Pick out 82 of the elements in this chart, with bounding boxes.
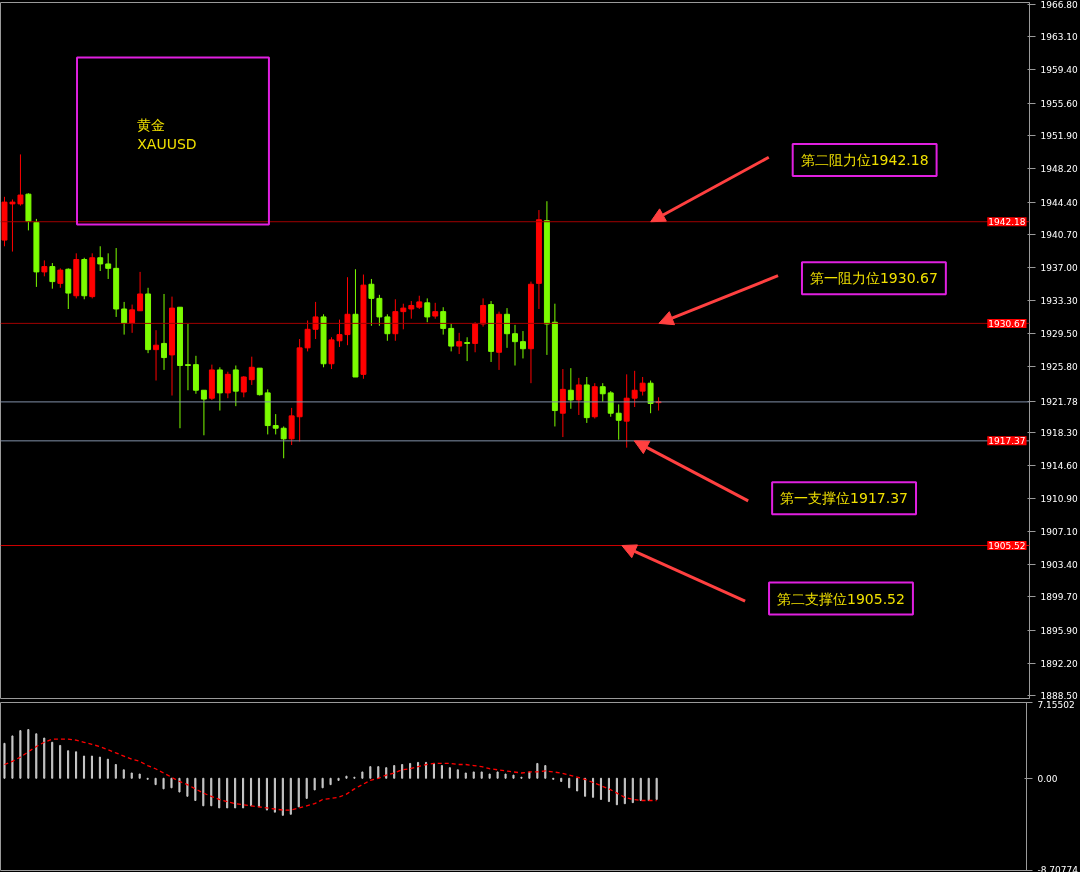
ref-line-label: 1905.52: [988, 541, 1026, 552]
ref-line-label: 1917.37: [988, 436, 1026, 447]
candlestick: [440, 306, 447, 336]
candlestick: [631, 370, 638, 408]
candlestick: [105, 252, 112, 280]
candlestick: [623, 373, 630, 449]
y-tick-label: 1966.80: [1040, 0, 1078, 10]
candlestick: [567, 367, 574, 410]
y-tick-label: 1940.70: [1040, 230, 1078, 241]
candlestick: [153, 329, 160, 382]
y-tick-label: 1899.70: [1040, 592, 1078, 603]
annotation: 第二阻力位1942.18: [800, 151, 929, 168]
candlestick: [224, 371, 231, 399]
candlestick: [647, 380, 654, 414]
candlestick: [480, 297, 487, 328]
candlestick: [376, 294, 383, 327]
candlestick: [248, 356, 255, 386]
candlestick: [368, 278, 375, 327]
candlestick: [520, 330, 526, 359]
candlestick: [575, 377, 582, 416]
candlestick: [57, 267, 64, 289]
y-tick-label: 1925.80: [1040, 361, 1078, 372]
candlestick: [464, 336, 471, 362]
ref-line-label: 1942.18: [988, 217, 1026, 228]
candlestick: [304, 319, 311, 352]
y-tick-label: 1914.60: [1040, 460, 1078, 471]
y-tick-label: 0.00: [1037, 773, 1058, 784]
candlestick: [504, 307, 510, 349]
y-tick-label: 1892.20: [1040, 658, 1078, 669]
y-tick-label: -8.70774: [1037, 864, 1079, 873]
y-tick-label: 7.15502: [1037, 699, 1075, 710]
candlestick: [129, 304, 136, 334]
candlestick: [472, 321, 479, 353]
candlestick: [232, 365, 239, 407]
line-series: [3, 738, 658, 811]
candlestick: [272, 413, 279, 435]
candlestick: [137, 271, 144, 312]
candlestick: [615, 403, 622, 441]
candlestick: [184, 323, 191, 391]
y-tick-label: 1955.60: [1040, 98, 1078, 109]
candlestick: [559, 368, 566, 438]
candlestick: [639, 376, 646, 397]
candlestick: [424, 297, 431, 323]
candlestick: [456, 332, 463, 355]
y-tick-label: 1888.50: [1040, 691, 1078, 702]
y-tick-label: 1910.90: [1040, 493, 1078, 504]
y-tick-label: 1895.90: [1040, 625, 1078, 636]
annotation: 第二支撑位1905.52: [777, 590, 905, 607]
candlestick: [312, 301, 319, 340]
candlestick: [280, 425, 287, 459]
candlestick: [607, 390, 614, 418]
y-tick-label: 1929.50: [1040, 329, 1078, 340]
y-tick-label: 1933.30: [1040, 295, 1078, 306]
candlestick: [216, 366, 223, 412]
candlestick: [599, 382, 606, 403]
candlestick: [200, 389, 207, 436]
y-tick-label: 1944.40: [1040, 197, 1078, 208]
candlestick: [512, 324, 518, 367]
y-tick-label: 1951.90: [1040, 131, 1078, 142]
y-tick-label: 1959.40: [1040, 65, 1078, 76]
candlestick: [121, 301, 128, 336]
y-tick-label: 1918.30: [1040, 428, 1078, 439]
candlestick: [65, 267, 72, 310]
candlestick: [97, 245, 104, 272]
annotation: 第一阻力位1930.67: [809, 270, 938, 287]
candlestick: [49, 262, 56, 290]
candlestick: [384, 313, 391, 342]
ref-line-label: 1930.67: [988, 318, 1026, 329]
candlestick: [161, 293, 167, 371]
y-tick-label: 1903.40: [1040, 559, 1078, 570]
candlestick: [288, 407, 295, 446]
annotation: 黄金 XAUUSD: [137, 117, 197, 153]
candlestick: [392, 298, 399, 342]
y-tick-label: 1907.10: [1040, 527, 1078, 538]
y-tick-label: 1921.78: [1040, 397, 1078, 408]
candlestick: [448, 323, 455, 352]
annotation: 第一支撑位1917.37: [780, 490, 909, 507]
candlestick: [240, 375, 247, 398]
y-tick-label: 1937.00: [1040, 262, 1078, 273]
candlestick: [400, 303, 407, 330]
y-tick-label: 1963.10: [1040, 32, 1078, 43]
y-tick-label: 1948.20: [1040, 164, 1078, 175]
